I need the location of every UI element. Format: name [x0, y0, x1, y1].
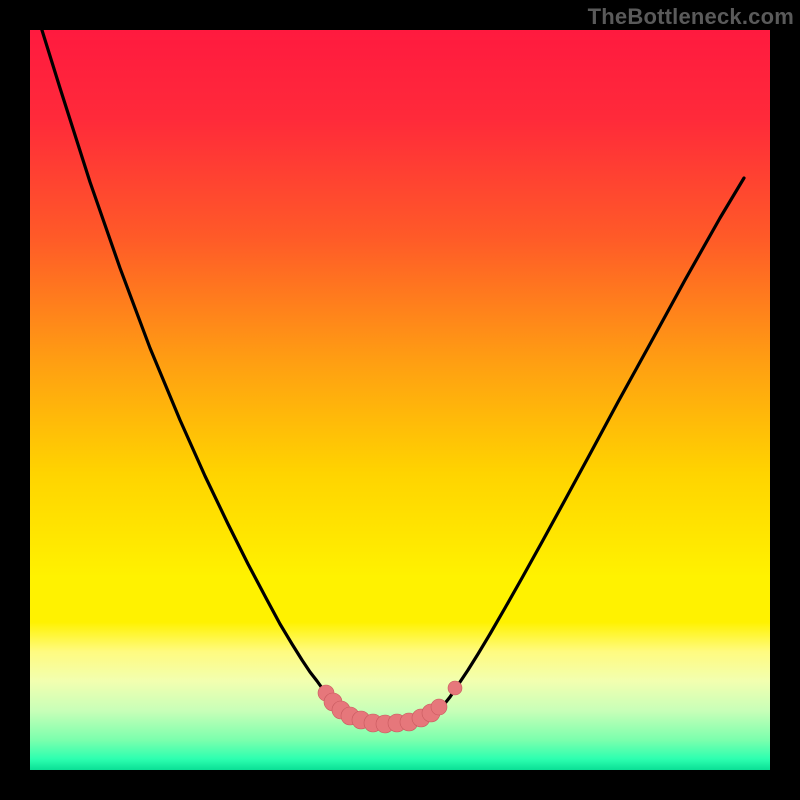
bead-marker [431, 699, 447, 715]
curve-beads [318, 681, 462, 733]
bead-marker [448, 681, 462, 695]
frame-bottom [0, 770, 800, 800]
plot-area [30, 30, 770, 770]
frame-left [0, 0, 30, 800]
frame-right [770, 0, 800, 800]
watermark-text: TheBottleneck.com [588, 4, 794, 30]
bottleneck-curve [36, 30, 744, 724]
curve-layer [30, 30, 770, 770]
